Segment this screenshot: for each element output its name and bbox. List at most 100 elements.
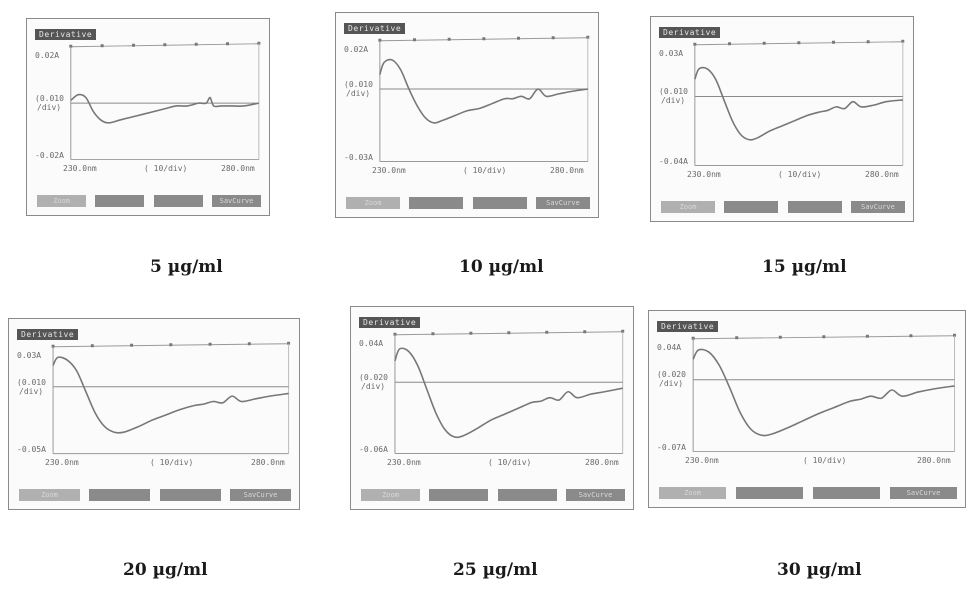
zoom-button[interactable]: Zoom	[661, 201, 715, 213]
blank-button[interactable]	[813, 487, 880, 499]
blank-button[interactable]	[153, 195, 203, 207]
top-tick	[586, 35, 590, 39]
y-top-label: 0.03A	[17, 351, 42, 360]
derivative-tag: Derivative	[657, 321, 719, 332]
blank-button[interactable]	[724, 201, 779, 213]
function-buttons: Zoom SavCurve	[361, 489, 625, 501]
function-buttons: Zoom SavCurve	[19, 489, 291, 501]
top-tick	[194, 42, 198, 46]
zoom-button[interactable]: Zoom	[361, 489, 420, 501]
y-scale-label: (0.010	[35, 94, 64, 103]
spectrum-plot	[393, 329, 625, 455]
x-start-label: 230.0nm	[63, 164, 97, 173]
top-tick	[257, 41, 261, 45]
y-top-label: 0.02A	[344, 45, 369, 54]
top-tick	[131, 43, 135, 47]
top-tick	[728, 42, 731, 46]
savcurve-button[interactable]: SavCurve	[890, 487, 957, 499]
zoom-button[interactable]: Zoom	[19, 489, 80, 501]
top-tick	[208, 342, 212, 346]
spectrum-panel: Derivative 0.04A (0.020/div) -0.07A 230.0nm (…	[648, 310, 966, 508]
zoom-button[interactable]: Zoom	[37, 195, 86, 207]
blank-button[interactable]	[787, 201, 842, 213]
spectrum-panel: Derivative 0.02A (0.010/div) -0.02A 230.0nm (…	[26, 18, 270, 216]
derivative-tag: Derivative	[659, 27, 721, 38]
top-tick	[90, 344, 94, 348]
savcurve-button[interactable]: SavCurve	[229, 489, 291, 501]
top-tick	[909, 334, 913, 338]
spectrum-plot	[69, 41, 261, 161]
top-tick	[762, 41, 766, 45]
y-scale-label: (0.020	[657, 370, 686, 380]
derivative-tag: Derivative	[35, 29, 97, 40]
derivative-tag: Derivative	[17, 329, 79, 340]
savcurve-button[interactable]: SavCurve	[535, 197, 590, 209]
y-scale-label: (0.020	[359, 373, 388, 382]
blank-button[interactable]	[95, 195, 145, 207]
concentration-caption: 5 µg/ml	[150, 257, 223, 277]
x-scale-label: ( 10/div)	[488, 458, 532, 467]
function-buttons: Zoom SavCurve	[346, 197, 590, 209]
x-start-label: 230.0nm	[45, 458, 79, 467]
top-tick	[545, 330, 549, 334]
derivative-trace	[394, 347, 623, 439]
savcurve-button[interactable]: SavCurve	[211, 195, 261, 207]
spectrum-panel: Derivative 0.04A (0.020/div) -0.06A 230.0nm (…	[350, 306, 634, 510]
spectrum-plot	[51, 341, 291, 455]
blank-button[interactable]	[429, 489, 489, 501]
spectrum-panel: Derivative 0.03A (0.010/div) -0.05A 230.0nm (…	[8, 318, 300, 510]
blank-button[interactable]	[497, 489, 557, 501]
y-bottom-label: -0.05A	[17, 445, 46, 454]
top-tick	[469, 331, 473, 335]
y-scale-unit: /div)	[346, 88, 371, 98]
top-tick	[953, 333, 956, 337]
y-scale-label: (0.010	[659, 87, 688, 97]
concentration-caption: 20 µg/ml	[123, 560, 208, 580]
top-tick	[447, 37, 451, 41]
y-scale-unit: /div)	[19, 386, 44, 396]
blank-button[interactable]	[159, 489, 221, 501]
blank-button[interactable]	[472, 197, 527, 209]
y-scale-unit: /div)	[361, 382, 386, 391]
y-bottom-label: -0.02A	[35, 151, 64, 160]
blank-button[interactable]	[409, 197, 464, 209]
x-end-label: 280.0nm	[917, 456, 951, 465]
top-tick	[621, 329, 625, 333]
x-end-label: 280.0nm	[550, 166, 584, 175]
savcurve-button[interactable]: SavCurve	[565, 489, 625, 501]
x-start-label: 230.0nm	[372, 166, 406, 175]
top-tick	[551, 36, 555, 40]
y-scale-label: (0.010	[344, 79, 373, 89]
function-buttons: Zoom SavCurve	[661, 201, 905, 213]
x-scale-label: ( 10/div)	[803, 456, 847, 465]
top-tick	[901, 39, 905, 43]
function-buttons: Zoom SavCurve	[659, 487, 957, 499]
blank-button[interactable]	[736, 487, 803, 499]
top-tick	[69, 44, 73, 48]
top-tick	[507, 331, 511, 335]
spectrum-plot	[378, 35, 590, 163]
x-start-label: 230.0nm	[387, 458, 421, 467]
x-end-label: 280.0nm	[865, 170, 899, 179]
y-scale-unit: /div)	[659, 379, 684, 389]
zoom-button[interactable]: Zoom	[346, 197, 400, 209]
top-tick	[287, 341, 291, 345]
top-tick	[583, 330, 587, 334]
top-tick	[832, 40, 835, 44]
y-bottom-label: -0.06A	[359, 445, 388, 454]
top-tick	[691, 336, 695, 340]
savcurve-button[interactable]: SavCurve	[850, 201, 905, 213]
y-scale-label: (0.010	[17, 377, 46, 387]
x-end-label: 280.0nm	[221, 164, 255, 173]
spectrum-panel: Derivative 0.02A (0.010/div) -0.03A 230.0nm (…	[335, 12, 599, 218]
x-end-label: 280.0nm	[585, 458, 619, 467]
derivative-trace	[694, 66, 903, 141]
zoom-button[interactable]: Zoom	[659, 487, 726, 499]
blank-button[interactable]	[89, 489, 151, 501]
y-bottom-label: -0.07A	[657, 443, 686, 452]
concentration-caption: 10 µg/ml	[459, 257, 544, 277]
y-bottom-label: -0.03A	[344, 153, 373, 162]
top-tick	[130, 343, 134, 347]
top-tick	[393, 332, 397, 336]
x-start-label: 230.0nm	[685, 456, 719, 465]
